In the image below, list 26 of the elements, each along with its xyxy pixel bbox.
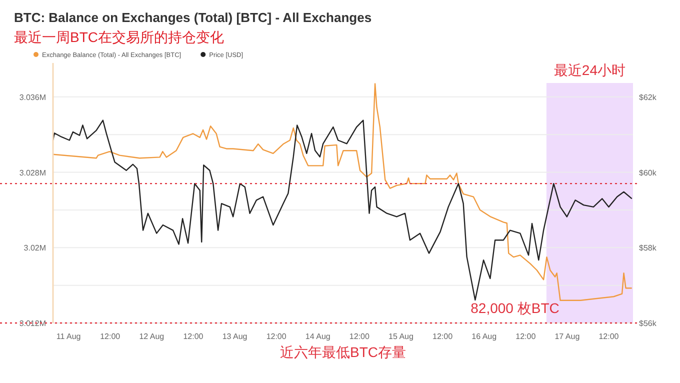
y-tick-label: 3.02M — [24, 244, 46, 253]
x-tick-label: 12:00 — [266, 332, 287, 341]
y-tick-label: 3.028M — [19, 168, 46, 178]
y2-tick-label: $62k — [639, 92, 658, 102]
band-label: 最近24小时 — [554, 62, 626, 78]
x-tick-label: 15 Aug — [388, 332, 414, 341]
x-tick-label: 12 Aug — [139, 332, 164, 341]
x-tick-label: 12:00 — [349, 332, 370, 341]
annotation: 82,000 枚BTC — [470, 300, 560, 316]
x-tick-label: 12:00 — [432, 332, 454, 341]
x-tick-label: 14 Aug — [305, 332, 330, 341]
x-tick-label: 12:00 — [183, 332, 204, 341]
x-tick-label: 16 Aug — [472, 332, 497, 341]
x-tick-label: 12:00 — [516, 332, 536, 341]
y2-tick-label: $60k — [639, 168, 658, 178]
x-tick-label: 11 Aug — [56, 332, 81, 341]
x-tick-label: 13 Aug — [222, 332, 248, 341]
ref-line-label: 近六年最低BTC存量 — [280, 344, 406, 360]
chart-title: BTC: Balance on Exchanges (Total) [BTC] - All Exchanges — [14, 10, 372, 25]
y-tick-label: 3.036M — [19, 92, 46, 102]
chart-subtitle: 最近一周BTC在交易所的持仓变化 — [14, 29, 224, 45]
x-tick-label: 17 Aug — [554, 332, 580, 341]
y2-tick-label: $56k — [639, 319, 658, 328]
x-tick-label: 12:00 — [598, 332, 620, 341]
x-tick-label: 12:00 — [100, 332, 121, 341]
y2-tick-label: $58k — [639, 244, 658, 253]
